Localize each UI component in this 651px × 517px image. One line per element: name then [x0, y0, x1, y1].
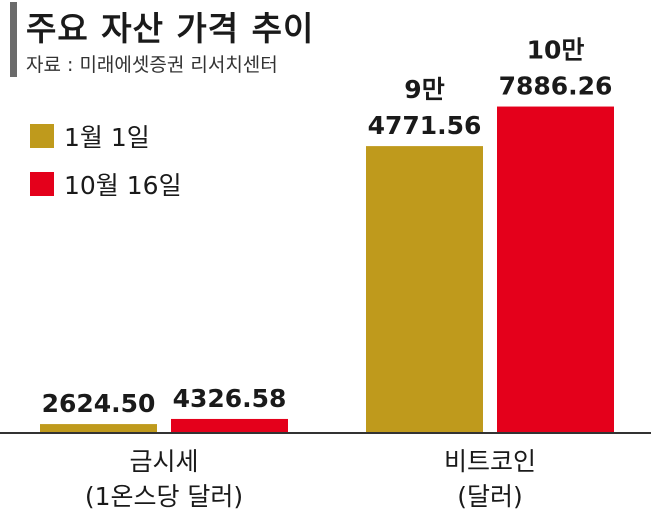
- bar-2-series-1: [366, 146, 483, 433]
- legend-label-series-2: 10월 16일: [64, 171, 182, 200]
- legend-item-series-2: 10월 16일: [30, 166, 182, 202]
- data-label-2-series-1-line-1: 9만: [404, 75, 444, 104]
- data-label-2-series-1-line-2: 4771.56: [368, 111, 482, 140]
- category-label-1: 금시세: [129, 447, 198, 476]
- data-label-2-series-2-line-1: 10만: [527, 36, 585, 65]
- chart-title: 주요 자산 가격 추이: [26, 9, 315, 48]
- legend-item-series-1: 1월 1일: [30, 118, 150, 154]
- legend-swatch-series-2: [30, 172, 54, 196]
- legend-label-series-1: 1월 1일: [64, 123, 150, 152]
- data-label-1-series-1: 2624.50: [42, 389, 156, 418]
- title-accent-bar: [10, 2, 17, 77]
- chart-source: 자료 : 미래에셋증권 리서치센터: [26, 54, 278, 76]
- bar-1-series-2: [171, 418, 288, 432]
- bar-1-series-1: [40, 424, 157, 432]
- data-label-2-series-2-line-2: 7886.26: [499, 72, 613, 101]
- data-label-1-series-2: 4326.58: [173, 384, 287, 413]
- category-sublabel-2: (달러): [457, 482, 523, 511]
- legend-swatch-series-1: [30, 124, 54, 148]
- bar-2-series-2: [497, 106, 614, 432]
- category-label-2: 비트코인: [444, 447, 536, 476]
- category-sublabel-1: (1온스당 달러): [85, 482, 243, 511]
